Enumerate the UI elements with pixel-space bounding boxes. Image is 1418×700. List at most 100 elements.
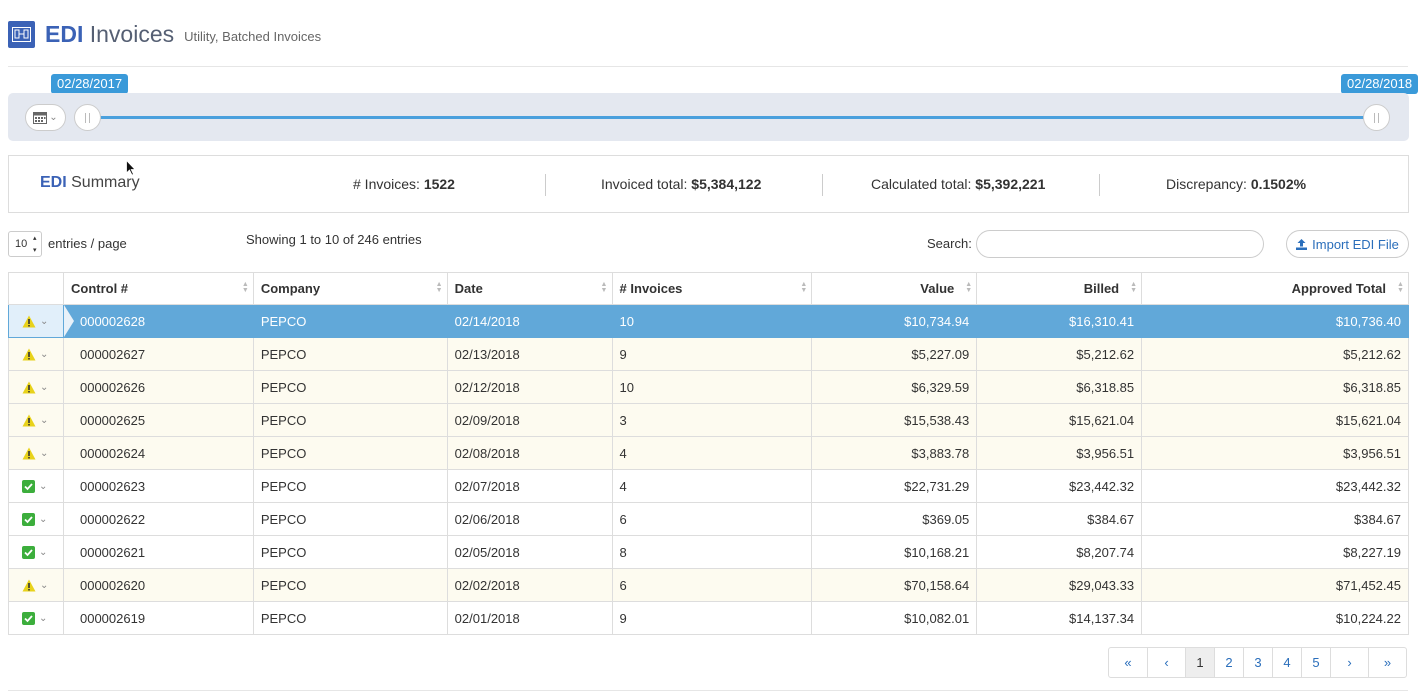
table-row[interactable]: ⌄ 000002620 PEPCO 02/02/2018 6 $70,158.64 $29,… [8, 568, 1409, 602]
cell-approved: $8,227.19 [1141, 535, 1409, 569]
expand-chevron-icon[interactable]: ⌄ [39, 546, 48, 558]
search-input[interactable] [976, 230, 1264, 258]
table-row[interactable]: ⌄ 000002625 PEPCO 02/09/2018 3 $15,538.43 $15,… [8, 403, 1409, 437]
row-status-cell[interactable]: ⌄ [8, 502, 64, 536]
cell-billed: $23,442.32 [976, 469, 1143, 503]
footer-divider [8, 690, 1408, 691]
row-status-cell[interactable]: ⌄ [8, 370, 64, 404]
column-header-control[interactable]: Control # ▲ ▼ [62, 272, 254, 305]
grip-icon [85, 112, 90, 123]
table-row[interactable]: ⌄ 000002622 PEPCO 02/06/2018 6 $369.05 $384.67… [8, 502, 1409, 536]
expand-chevron-icon[interactable]: ⌄ [39, 513, 48, 525]
page-button-4[interactable]: 4 [1272, 648, 1301, 677]
end-date-tooltip: 02/28/2018 [1341, 74, 1418, 99]
column-header-billed[interactable]: Billed ▲ ▼ [976, 272, 1143, 305]
cell-date: 02/07/2018 [446, 469, 613, 503]
expand-chevron-icon[interactable]: ⌄ [40, 381, 49, 393]
date-range-slider: ⌄ [8, 93, 1409, 141]
cell-value: $15,538.43 [811, 403, 978, 437]
cell-value: $6,329.59 [811, 370, 978, 404]
expand-chevron-icon[interactable]: ⌄ [40, 579, 49, 591]
row-status-cell[interactable]: ⌄ [8, 469, 64, 503]
expand-chevron-icon[interactable]: ⌄ [40, 348, 49, 360]
row-status-cell[interactable]: ⌄ [8, 601, 64, 635]
row-status-cell[interactable]: ⌄ [8, 337, 64, 371]
expand-chevron-icon[interactable]: ⌄ [39, 612, 48, 624]
search-label: Search: [927, 236, 972, 251]
cell-date: 02/12/2018 [446, 370, 613, 404]
first-page-button[interactable]: « [1124, 655, 1132, 670]
page-length-select[interactable]: 10 [8, 231, 42, 257]
column-header-value[interactable]: Value ▲ ▼ [811, 272, 978, 305]
cell-company: PEPCO [252, 436, 448, 470]
column-header-date[interactable]: Date ▲ ▼ [446, 272, 613, 305]
column-header-company[interactable]: Company ▲ ▼ [252, 272, 448, 305]
table-row[interactable]: ⌄ 000002624 PEPCO 02/08/2018 4 $3,883.78 $3,95… [8, 436, 1409, 470]
cell-billed: $384.67 [976, 502, 1143, 536]
cell-approved: $15,621.04 [1141, 403, 1409, 437]
cell-invoices: 6 [611, 568, 813, 602]
cell-invoices: 4 [611, 436, 813, 470]
column-header-approved-total[interactable]: Approved Total ▲ ▼ [1141, 272, 1409, 305]
cell-control: 000002621 [62, 535, 254, 569]
table-row[interactable]: ⌄ 000002619 PEPCO 02/01/2018 9 $10,082.01 $14,… [8, 601, 1409, 635]
row-status-cell[interactable]: ⌄ [8, 568, 64, 602]
warning-icon [22, 447, 36, 459]
column-header-invoices[interactable]: # Invoices ▲ ▼ [611, 272, 813, 305]
import-edi-button[interactable]: Import EDI File [1286, 230, 1409, 258]
slider-end-handle[interactable] [1363, 104, 1390, 131]
next-page-button[interactable]: › [1330, 648, 1368, 677]
checkbox-checked-icon [22, 545, 35, 559]
cell-billed: $3,956.51 [976, 436, 1143, 470]
table-row[interactable]: ⌄ 000002623 PEPCO 02/07/2018 4 $22,731.29 $23,… [8, 469, 1409, 503]
cell-company: PEPCO [252, 370, 448, 404]
cell-approved: $10,224.22 [1141, 601, 1409, 635]
slider-track[interactable] [100, 116, 1379, 119]
row-status-cell[interactable]: ⌄ [8, 436, 64, 470]
cell-company: PEPCO [252, 568, 448, 602]
expand-chevron-icon[interactable]: ⌄ [39, 480, 48, 492]
slider-start-handle[interactable] [74, 104, 101, 131]
expand-chevron-icon[interactable]: ⌄ [40, 447, 49, 459]
header-divider [8, 66, 1408, 67]
cell-value: $10,168.21 [811, 535, 978, 569]
summary-title: EDI Summary [40, 174, 140, 191]
cell-invoices: 8 [611, 535, 813, 569]
calendar-icon [33, 112, 48, 124]
calculated-total-stat: Calculated total: $5,392,221 [871, 176, 1046, 192]
cell-billed: $16,310.41 [976, 304, 1143, 338]
page-button-3[interactable]: 3 [1243, 648, 1272, 677]
cell-company: PEPCO [252, 601, 448, 635]
row-status-cell[interactable]: ⌄ [8, 304, 64, 338]
column-header-status [8, 272, 64, 305]
cell-date: 02/05/2018 [446, 535, 613, 569]
table-row[interactable]: ⌄ 000002627 PEPCO 02/13/2018 9 $5,227.09 $5,21… [8, 337, 1409, 371]
cell-approved: $384.67 [1141, 502, 1409, 536]
cell-value: $22,731.29 [811, 469, 978, 503]
prev-page-button[interactable]: ‹ [1147, 648, 1185, 677]
row-status-cell[interactable]: ⌄ [8, 535, 64, 569]
expand-chevron-icon[interactable]: ⌄ [40, 315, 49, 327]
table-row[interactable]: ⌄ 000002621 PEPCO 02/05/2018 8 $10,168.21 $8,2… [8, 535, 1409, 569]
cell-approved: $10,736.40 [1141, 304, 1409, 338]
table-row[interactable]: ⌄ 000002626 PEPCO 02/12/2018 10 $6,329.59 $6,3… [8, 370, 1409, 404]
table-row[interactable]: ⌄ 000002628 PEPCO 02/14/2018 10 $10,734.94 $16… [8, 304, 1409, 338]
calendar-button[interactable]: ⌄ [25, 104, 66, 131]
summary-separator [822, 174, 823, 196]
sort-icon: ▲ ▼ [1130, 281, 1138, 294]
cell-billed: $6,318.85 [976, 370, 1143, 404]
row-status-cell[interactable]: ⌄ [8, 403, 64, 437]
edi-summary-panel: EDI Summary # Invoices: 1522 Invoiced to… [8, 155, 1409, 213]
sort-icon: ▲ ▼ [800, 281, 808, 294]
page-button-1[interactable]: 1 [1185, 648, 1214, 677]
cell-company: PEPCO [252, 337, 448, 371]
sort-icon: ▲ ▼ [965, 281, 973, 294]
page-button-2[interactable]: 2 [1214, 648, 1243, 677]
cell-control: 000002625 [62, 403, 254, 437]
expand-chevron-icon[interactable]: ⌄ [40, 414, 49, 426]
page-button-5[interactable]: 5 [1301, 648, 1330, 677]
cell-control: 000002619 [62, 601, 254, 635]
summary-separator [1099, 174, 1100, 196]
cell-company: PEPCO [252, 502, 448, 536]
last-page-button[interactable]: » [1368, 648, 1406, 677]
